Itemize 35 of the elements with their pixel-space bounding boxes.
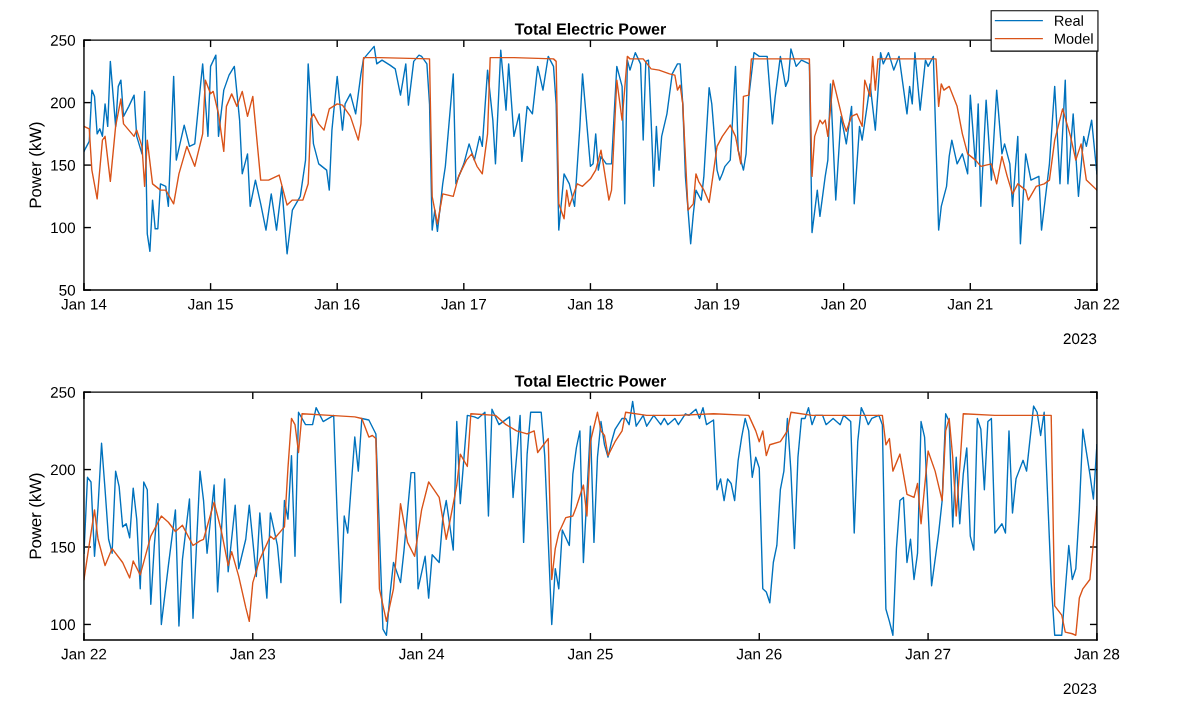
y-axis-title: Power (kW)	[29, 122, 45, 208]
x-tick-label: Jan 15	[187, 298, 233, 310]
x-tick-label: Jan 22	[1074, 298, 1120, 310]
chart-title: Total Electric Power	[514, 375, 666, 387]
legend-label: Real	[1055, 15, 1083, 26]
x-tick-label: Jan 24	[398, 648, 445, 660]
x-tick-label: Jan 17	[441, 298, 486, 310]
y-tick-label: 50	[59, 284, 76, 296]
y-tick-label: 100	[51, 619, 76, 631]
y-tick-label: 200	[50, 464, 76, 476]
chart-title: Total Electric Power	[514, 23, 666, 35]
legend-label: Model	[1055, 33, 1093, 44]
x-tick-label: Jan 23	[230, 648, 276, 660]
x-tick-label: Jan 19	[694, 298, 740, 310]
y-tick-label: 100	[51, 222, 76, 234]
y-tick-label: 250	[50, 35, 76, 46]
y-tick-label: 150	[51, 159, 76, 171]
x-tick-label: Jan 16	[314, 298, 360, 310]
y-tick-label: 200	[50, 97, 76, 109]
x-tick-label: Jan 27	[905, 648, 951, 660]
y-tick-label: 150	[51, 541, 76, 553]
text: 2023	[1063, 683, 1097, 695]
x-tick-label: Jan 14	[61, 298, 107, 310]
x-tick-label: Jan 18	[567, 298, 613, 310]
x-tick-label: Jan 25	[567, 648, 613, 660]
x-tick-label: Jan 28	[1074, 648, 1120, 660]
line-series	[83, 55, 1097, 225]
text: 2023	[1063, 333, 1097, 345]
x-tick-label: Jan 26	[736, 648, 782, 660]
y-tick-label: 250	[50, 387, 76, 398]
x-tick-label: Jan 22	[61, 648, 107, 660]
line-series	[83, 45, 1097, 255]
x-tick-label: Jan 20	[820, 298, 867, 310]
y-axis-title: Power (kW)	[29, 473, 45, 559]
x-tick-label: Jan 21	[947, 298, 993, 310]
